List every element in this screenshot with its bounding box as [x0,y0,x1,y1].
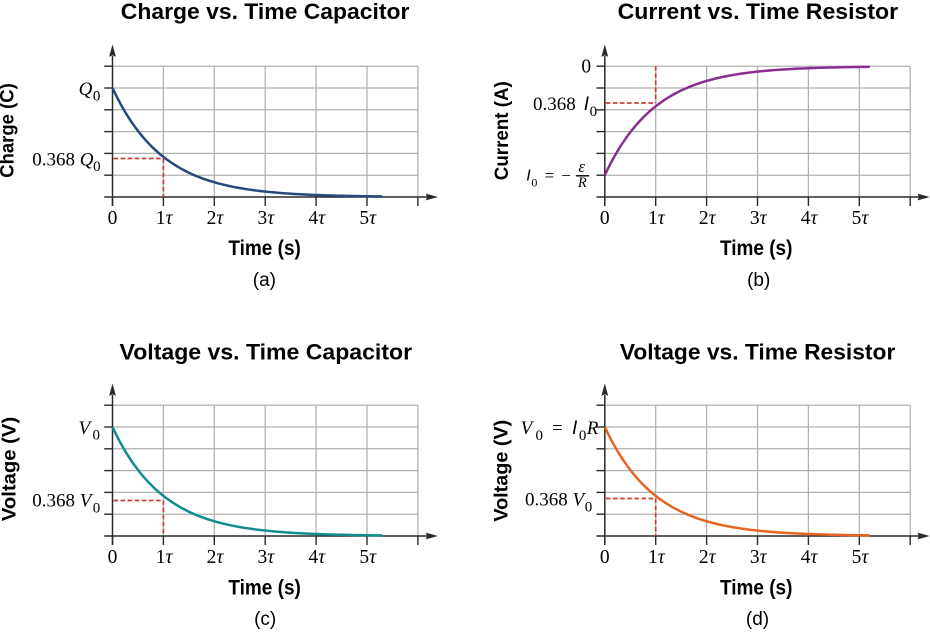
svg-text:Time (s): Time (s) [228,236,301,260]
svg-text:5τ: 5τ [359,547,377,568]
svg-text:1τ: 1τ [156,547,174,568]
svg-text:Charge (C): Charge (C) [0,83,19,178]
svg-text:4τ: 4τ [308,208,326,229]
svg-text:1τ: 1τ [648,547,666,568]
svg-text:ε: ε [579,157,586,176]
svg-text:3τ: 3τ [750,208,768,229]
svg-text:0: 0 [531,175,537,189]
svg-text:2τ: 2τ [207,208,225,229]
svg-text:1τ: 1τ [648,208,666,229]
svg-text:Current (A): Current (A) [492,81,513,180]
svg-text:2τ: 2τ [699,208,717,229]
svg-text:(a): (a) [253,270,276,291]
svg-text:0: 0 [581,57,591,78]
svg-text:Time (s): Time (s) [720,576,793,600]
svg-text:=: = [545,166,555,185]
svg-text:Voltage (V): Voltage (V) [491,420,512,522]
svg-text:4τ: 4τ [308,547,326,568]
svg-text:Voltage vs. Time Resistor: Voltage vs. Time Resistor [620,339,896,364]
svg-text:2τ: 2τ [699,547,717,568]
svg-text:0: 0 [108,208,118,229]
svg-text:Voltage (V): Voltage (V) [0,417,21,521]
svg-text:0: 0 [108,547,118,568]
svg-text:(b): (b) [747,270,770,291]
svg-text:(d): (d) [746,609,769,630]
svg-text:(c): (c) [254,609,276,630]
svg-text:0: 0 [600,208,610,229]
svg-text:Voltage vs. Time Capacitor: Voltage vs. Time Capacitor [120,339,413,364]
svg-text:2τ: 2τ [207,547,225,568]
svg-text:3τ: 3τ [750,547,768,568]
svg-text:5τ: 5τ [359,208,377,229]
svg-text:4τ: 4τ [801,547,819,568]
svg-text:3τ: 3τ [258,208,276,229]
svg-text:1τ: 1τ [156,208,174,229]
svg-text:R: R [577,175,587,191]
svg-text:Time (s): Time (s) [720,236,793,260]
svg-text:I: I [526,167,531,184]
svg-text:−: − [561,166,571,185]
svg-text:Current vs. Time Resistor: Current vs. Time Resistor [618,0,899,24]
svg-text:5τ: 5τ [852,547,870,568]
svg-text:Time (s): Time (s) [228,576,301,600]
svg-text:Charge vs. Time Capacitor: Charge vs. Time Capacitor [121,0,410,24]
svg-text:5τ: 5τ [852,208,870,229]
svg-text:3τ: 3τ [258,547,276,568]
svg-text:0: 0 [600,547,610,568]
svg-text:V0=I0R: V 0 = I 0R [521,418,599,444]
svg-text:4τ: 4τ [801,208,819,229]
